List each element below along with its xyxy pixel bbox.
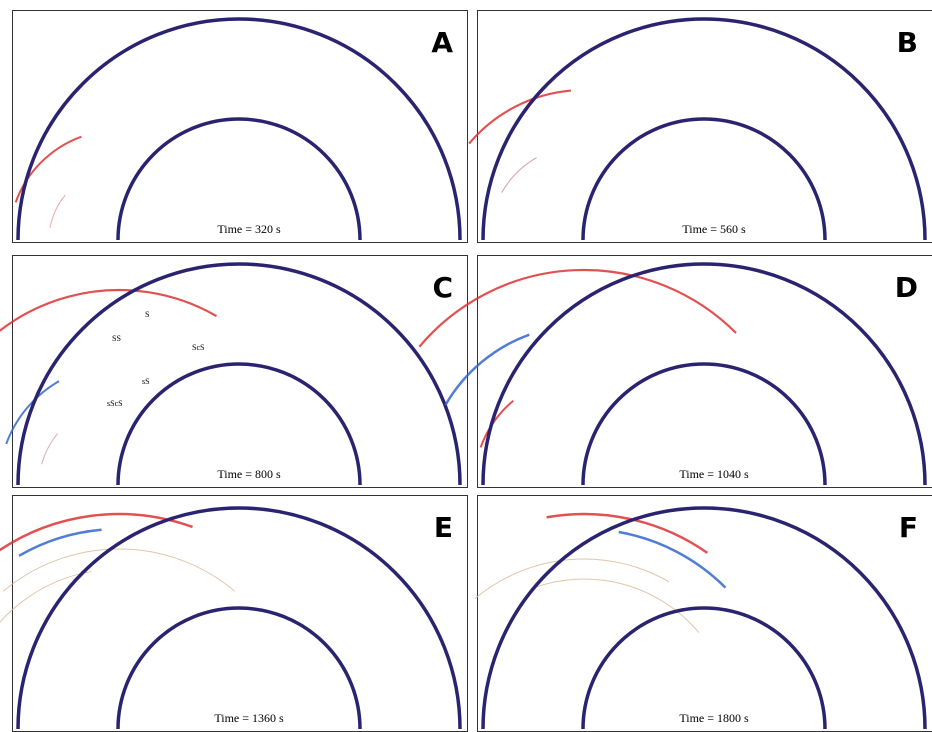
- panel: A Time = 320 s: [13, 11, 468, 243]
- phase-label: sS: [142, 377, 150, 386]
- time-label: Time = 320 s: [217, 222, 281, 236]
- phase-label: S: [145, 310, 149, 319]
- time-label: Time = 1040 s: [679, 467, 749, 481]
- time-label: Time = 800 s: [217, 467, 281, 481]
- panel-letter: F: [899, 511, 918, 544]
- panel-frame: [478, 256, 932, 488]
- panel: D Time = 1040 s: [419, 256, 932, 488]
- panel-frame: [13, 11, 468, 243]
- phase-label: SS: [112, 334, 121, 343]
- panel-letter: C: [432, 271, 453, 304]
- panel-frame: [13, 256, 468, 488]
- panel-frame: [13, 496, 468, 732]
- page: A Time = 320 s B Time = 560 s C Time = 800 s S…: [0, 0, 932, 732]
- panel-letter: B: [897, 26, 918, 59]
- time-label: Time = 1360 s: [214, 711, 284, 725]
- phase-label: sScS: [107, 399, 123, 408]
- panel: B Time = 560 s: [469, 11, 932, 243]
- panel-letter: A: [431, 26, 453, 59]
- phase-label: ScS: [192, 343, 204, 352]
- figure: A Time = 320 s B Time = 560 s C Time = 800 s S…: [0, 0, 932, 732]
- panel-frame: [478, 496, 932, 732]
- panel-letter: D: [895, 271, 918, 304]
- time-label: Time = 1800 s: [679, 711, 749, 725]
- panel-frame: [478, 11, 932, 243]
- panel: F Time = 1800 s: [475, 496, 932, 732]
- panel: E Time = 1360 s: [0, 496, 467, 732]
- panel-letter: E: [434, 511, 453, 544]
- time-label: Time = 560 s: [682, 222, 746, 236]
